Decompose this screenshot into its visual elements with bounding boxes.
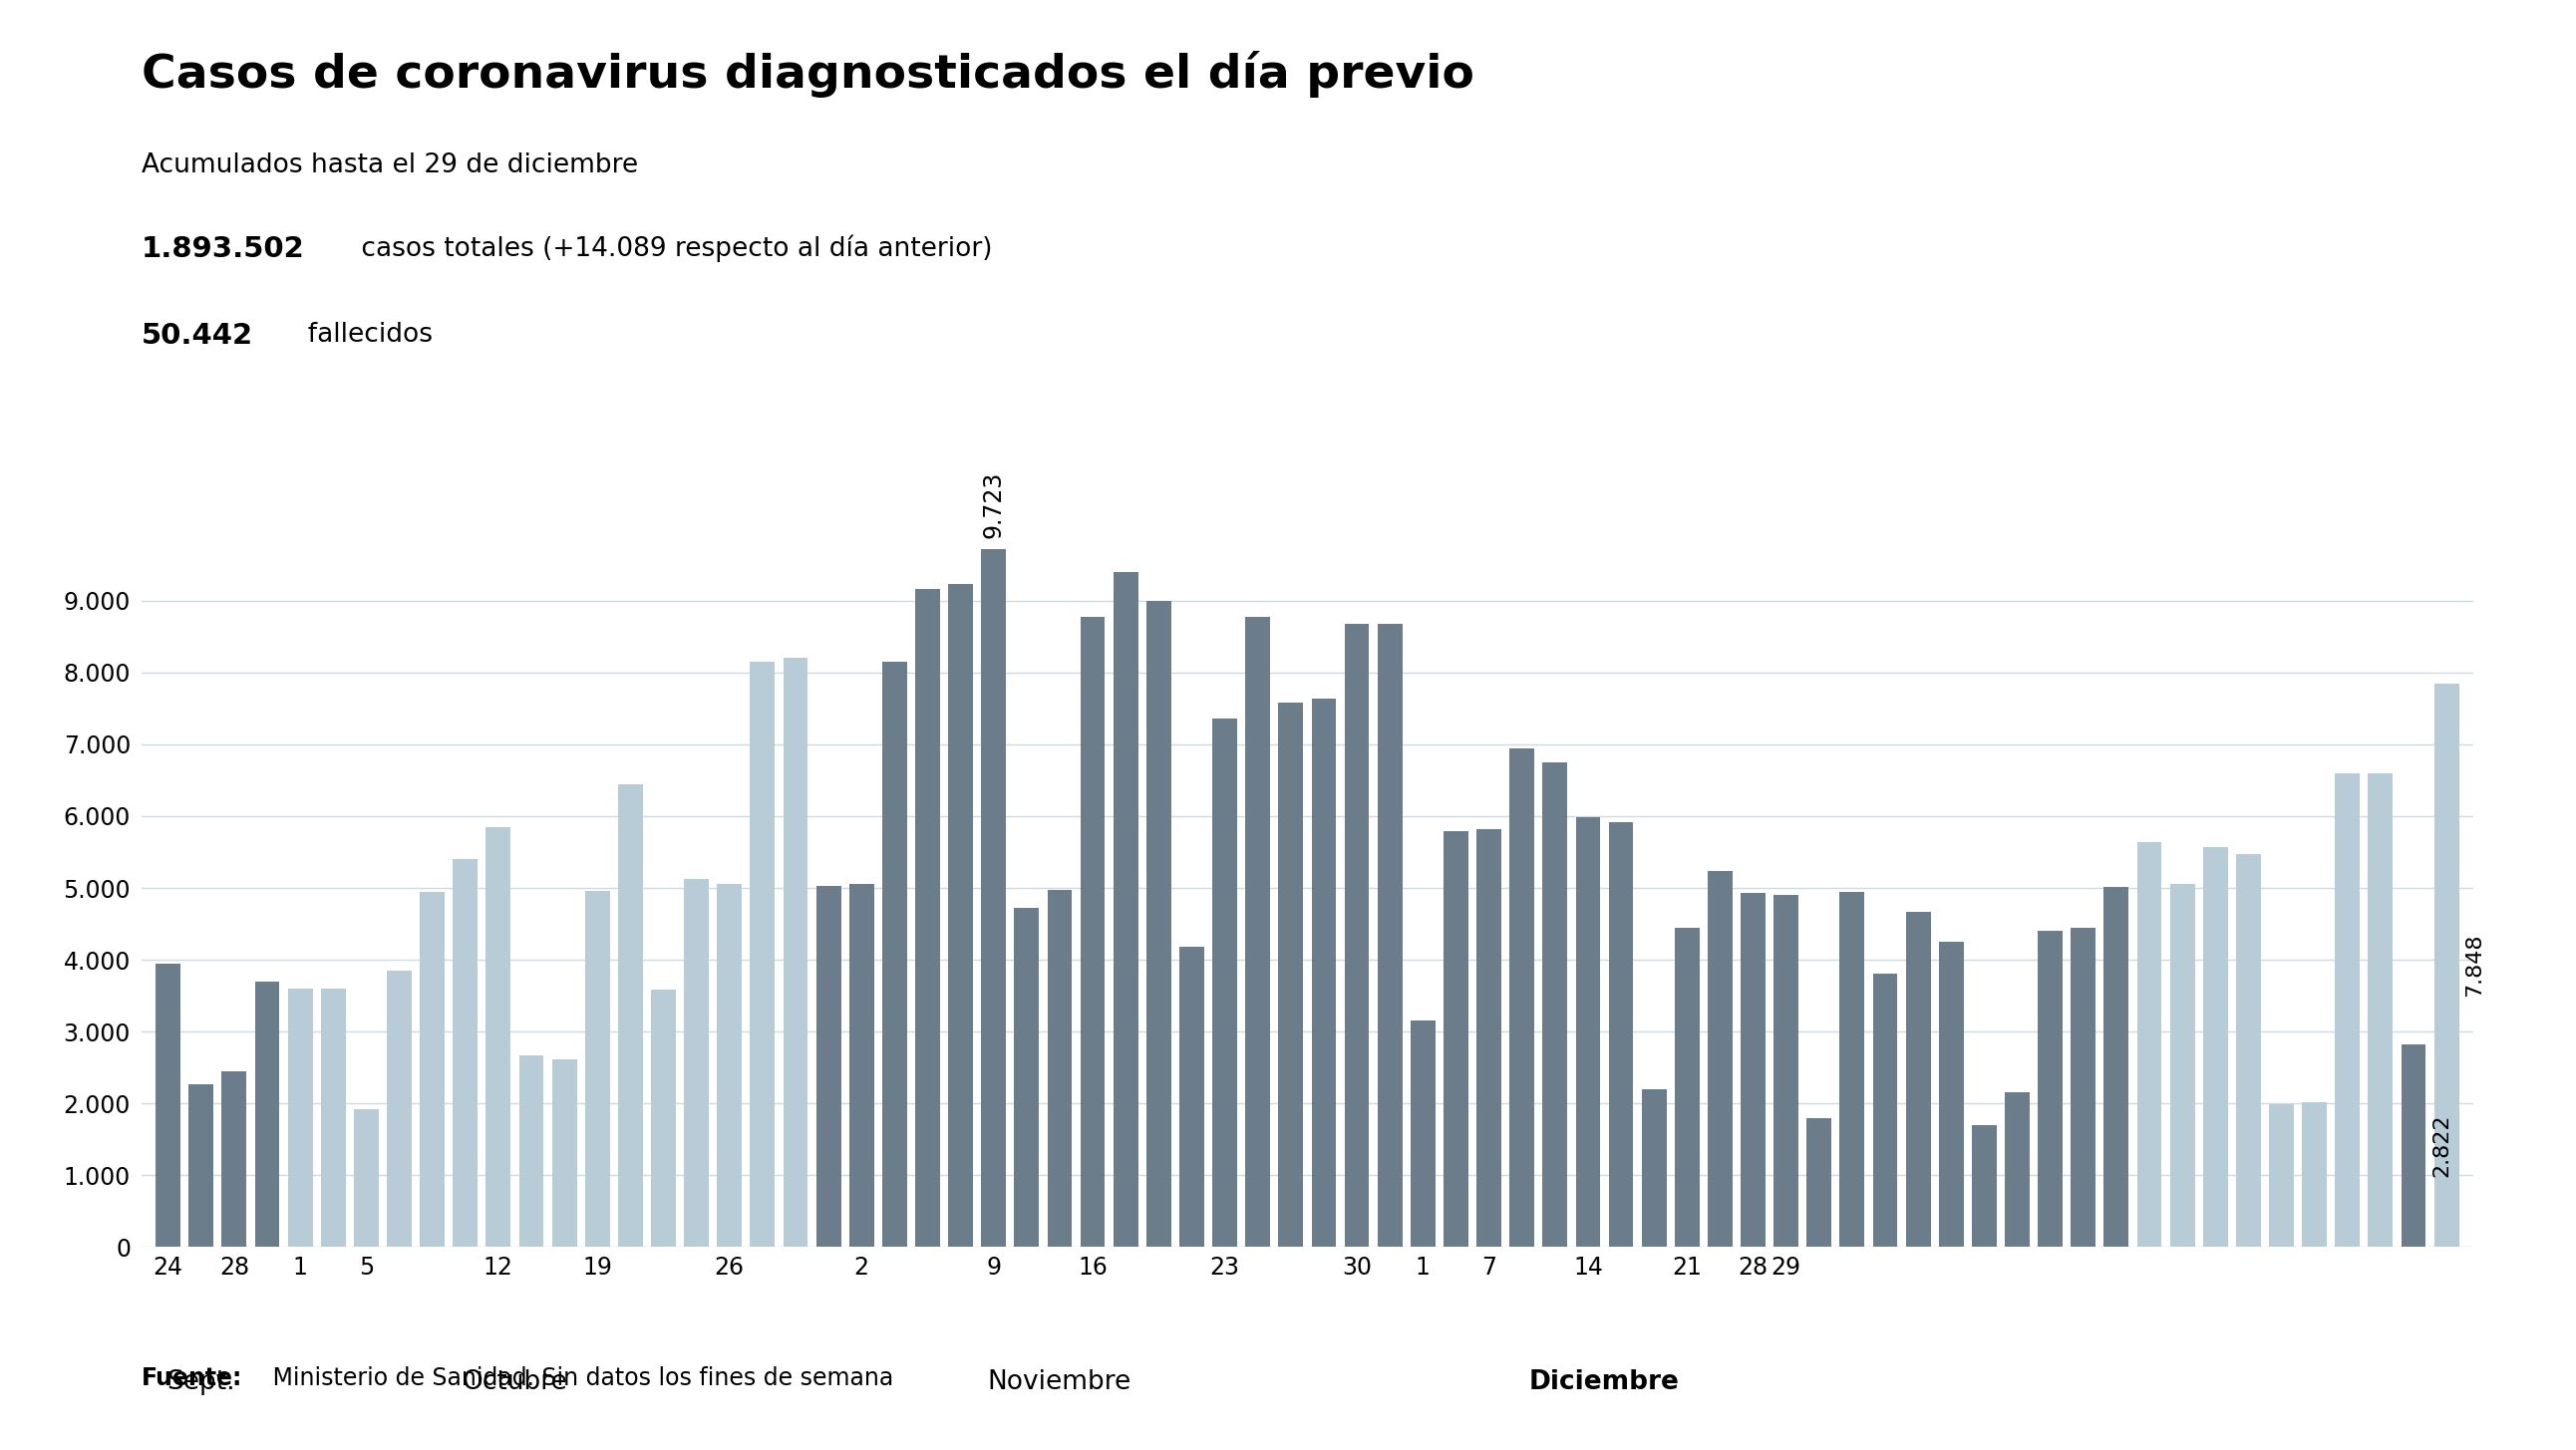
Bar xyxy=(2236,854,2262,1247)
Bar xyxy=(222,1072,247,1247)
Bar xyxy=(1543,763,1566,1247)
Bar xyxy=(1412,1021,1435,1247)
Bar xyxy=(2038,931,2063,1247)
Bar xyxy=(353,1109,379,1247)
Bar xyxy=(2269,1103,2293,1247)
Bar xyxy=(2334,773,2360,1247)
Bar xyxy=(386,970,412,1247)
Bar xyxy=(255,982,281,1247)
Bar xyxy=(914,589,940,1247)
Bar xyxy=(1213,719,1236,1247)
Text: 2.822: 2.822 xyxy=(2432,1114,2452,1177)
Text: 9.723: 9.723 xyxy=(981,471,1005,538)
Bar xyxy=(981,548,1007,1247)
Bar xyxy=(1180,947,1203,1247)
Bar xyxy=(1278,703,1303,1247)
Bar xyxy=(1345,624,1370,1247)
Bar xyxy=(1244,616,1270,1247)
Bar xyxy=(1940,942,1963,1247)
Text: casos totales (+14.089 respecto al día anterior): casos totales (+14.089 respecto al día a… xyxy=(353,235,992,262)
Bar xyxy=(1775,895,1798,1247)
Bar xyxy=(2004,1093,2030,1247)
Bar xyxy=(2071,928,2097,1247)
Text: fallecidos: fallecidos xyxy=(291,322,433,348)
Text: Casos de coronavirus diagnosticados el día previo: Casos de coronavirus diagnosticados el d… xyxy=(142,51,1473,97)
Bar xyxy=(487,828,510,1247)
Bar xyxy=(750,661,775,1247)
Bar xyxy=(1079,616,1105,1247)
Bar xyxy=(1607,822,1633,1247)
Text: Octubre: Octubre xyxy=(461,1369,567,1395)
Bar xyxy=(1839,892,1865,1247)
Bar xyxy=(2105,886,2128,1247)
Bar xyxy=(817,886,840,1247)
Bar xyxy=(1873,974,1899,1247)
Bar xyxy=(850,883,873,1247)
Bar xyxy=(453,860,477,1247)
Bar xyxy=(2138,842,2161,1247)
Bar xyxy=(1971,1125,1996,1247)
Text: 50.442: 50.442 xyxy=(142,322,252,349)
Bar xyxy=(2202,847,2228,1247)
Bar xyxy=(1146,600,1172,1247)
Bar xyxy=(652,990,675,1247)
Bar xyxy=(1641,1089,1667,1247)
Bar xyxy=(551,1058,577,1247)
Bar xyxy=(1577,818,1600,1247)
Text: Fuente:: Fuente: xyxy=(142,1366,242,1389)
Bar xyxy=(783,658,809,1247)
Bar xyxy=(1510,748,1535,1247)
Bar xyxy=(1806,1118,1832,1247)
Bar xyxy=(1674,928,1700,1247)
Bar xyxy=(1015,908,1038,1247)
Bar xyxy=(585,890,611,1247)
Bar xyxy=(685,879,708,1247)
Bar xyxy=(1708,871,1734,1247)
Bar xyxy=(716,883,742,1247)
Text: Sept.: Sept. xyxy=(167,1369,234,1395)
Text: Acumulados hasta el 29 de diciembre: Acumulados hasta el 29 de diciembre xyxy=(142,152,639,178)
Bar xyxy=(1048,890,1072,1247)
Bar xyxy=(155,963,180,1247)
Bar xyxy=(322,989,345,1247)
Bar xyxy=(188,1085,214,1247)
Text: Diciembre: Diciembre xyxy=(1530,1369,1680,1395)
Bar xyxy=(881,661,907,1247)
Bar xyxy=(2303,1102,2326,1247)
Bar xyxy=(618,784,644,1247)
Bar xyxy=(948,584,974,1247)
Bar xyxy=(2434,683,2460,1247)
Bar xyxy=(518,1056,544,1247)
Text: Ministerio de Sanidad. Sin datos los fines de semana: Ministerio de Sanidad. Sin datos los fin… xyxy=(265,1366,894,1389)
Bar xyxy=(2367,773,2393,1247)
Bar xyxy=(1311,699,1337,1247)
Bar xyxy=(2169,883,2195,1247)
Bar xyxy=(1906,912,1929,1247)
Bar xyxy=(1741,893,1765,1247)
Bar xyxy=(289,989,312,1247)
Bar xyxy=(1443,831,1468,1247)
Bar xyxy=(420,892,446,1247)
Text: Noviembre: Noviembre xyxy=(987,1369,1131,1395)
Text: 1.893.502: 1.893.502 xyxy=(142,235,304,262)
Bar xyxy=(2401,1044,2427,1247)
Bar xyxy=(1378,624,1401,1247)
Bar xyxy=(1113,571,1139,1247)
Bar xyxy=(1476,829,1502,1247)
Text: 7.848: 7.848 xyxy=(2465,934,2486,996)
